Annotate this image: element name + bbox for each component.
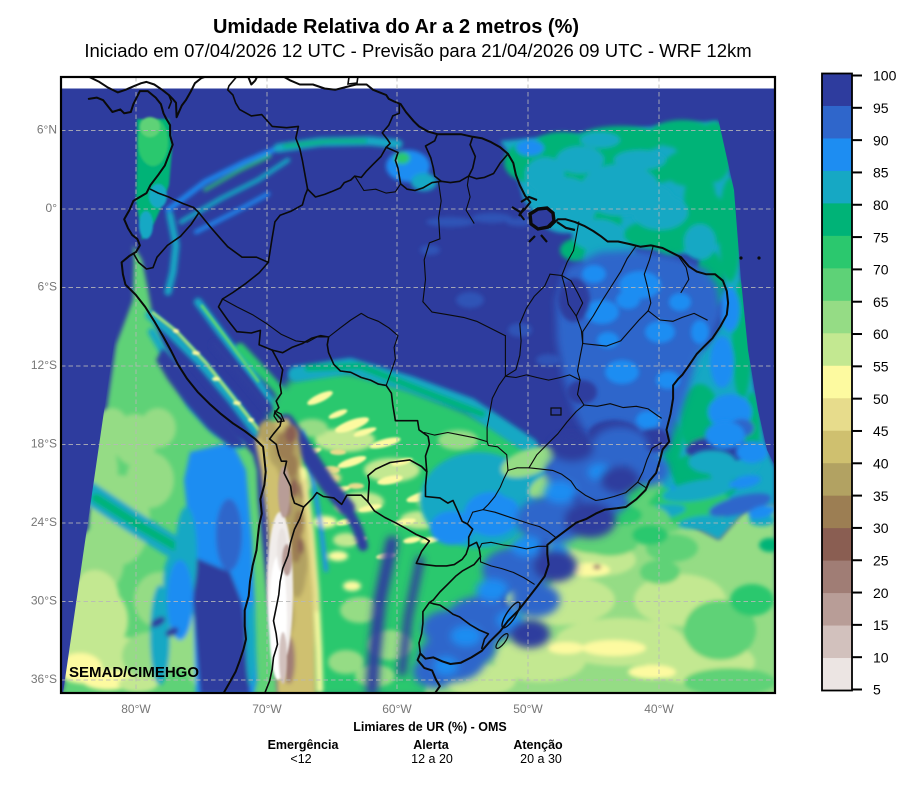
svg-text:70°W: 70°W — [252, 702, 282, 716]
svg-text:18°S: 18°S — [31, 436, 57, 450]
svg-text:50: 50 — [873, 391, 889, 407]
svg-text:20: 20 — [873, 585, 889, 601]
svg-text:50°W: 50°W — [513, 702, 543, 716]
svg-text:100: 100 — [873, 68, 897, 84]
svg-text:SEMAD/CIMEHGO: SEMAD/CIMEHGO — [69, 664, 199, 681]
svg-text:24°S: 24°S — [31, 515, 57, 529]
svg-text:25: 25 — [873, 552, 889, 568]
svg-text:6°S: 6°S — [38, 279, 57, 293]
svg-text:55: 55 — [873, 359, 889, 375]
svg-text:45: 45 — [873, 423, 889, 439]
svg-text:70: 70 — [873, 262, 889, 278]
svg-text:95: 95 — [873, 100, 889, 116]
svg-text:60: 60 — [873, 326, 889, 342]
svg-text:40°W: 40°W — [644, 702, 674, 716]
svg-text:75: 75 — [873, 229, 889, 245]
svg-text:90: 90 — [873, 132, 889, 148]
svg-text:80: 80 — [873, 197, 889, 213]
svg-text:6°N: 6°N — [37, 122, 57, 136]
svg-text:15: 15 — [873, 617, 889, 633]
svg-text:12°S: 12°S — [31, 358, 57, 372]
svg-text:60°W: 60°W — [382, 702, 412, 716]
svg-text:10: 10 — [873, 649, 889, 665]
svg-text:35: 35 — [873, 488, 889, 504]
svg-text:80°W: 80°W — [121, 702, 151, 716]
svg-text:40: 40 — [873, 455, 889, 471]
svg-text:36°S: 36°S — [31, 672, 57, 686]
svg-text:30: 30 — [873, 520, 889, 536]
svg-text:30°S: 30°S — [31, 593, 57, 607]
svg-text:65: 65 — [873, 294, 889, 310]
svg-text:5: 5 — [873, 682, 881, 698]
svg-text:0°: 0° — [46, 201, 58, 215]
svg-text:85: 85 — [873, 165, 889, 181]
